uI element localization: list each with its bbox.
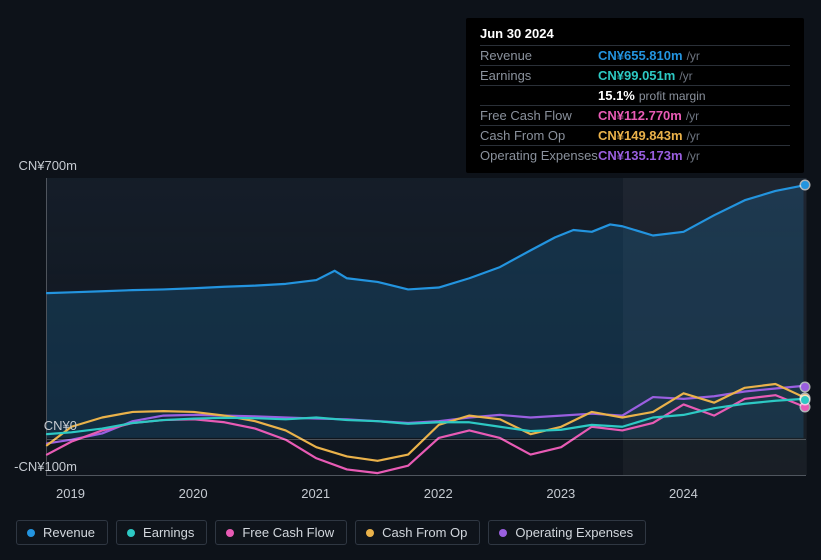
tooltip-suffix: /yr (686, 109, 699, 123)
legend-label: Cash From Op (382, 525, 467, 540)
x-axis-tick: 2024 (669, 486, 698, 501)
legend-label: Revenue (43, 525, 95, 540)
x-axis-tick: 2020 (179, 486, 208, 501)
tooltip-value: 15.1% (598, 88, 635, 103)
legend-item-cash-from-op[interactable]: Cash From Op (355, 520, 480, 545)
legend-label: Operating Expenses (515, 525, 633, 540)
legend: Revenue Earnings Free Cash Flow Cash Fro… (16, 520, 646, 545)
y-axis-tick-bottom: -CN¥100m (7, 459, 77, 474)
financial-chart: CN¥700m CN¥0 -CN¥100m 201920202021202220… (16, 160, 806, 500)
series-end-dot (801, 403, 809, 411)
series-end-dot (801, 181, 809, 189)
legend-dot-icon (27, 529, 35, 537)
y-axis-tick-zero: CN¥0 (7, 418, 77, 433)
zero-line (47, 439, 806, 440)
chart-lines (47, 178, 806, 475)
legend-dot-icon (499, 529, 507, 537)
legend-item-free-cash-flow[interactable]: Free Cash Flow (215, 520, 347, 545)
tooltip-label: Cash From Op (480, 128, 598, 143)
series-end-dot (801, 396, 809, 404)
tooltip-suffix: /yr (687, 129, 700, 143)
data-tooltip: Jun 30 2024 Revenue CN¥655.810m /yr Earn… (466, 18, 804, 173)
tooltip-row: Revenue CN¥655.810m /yr (480, 45, 790, 65)
tooltip-row-margin: 15.1% profit margin (480, 85, 790, 105)
legend-dot-icon (366, 529, 374, 537)
plot-area[interactable] (46, 178, 806, 476)
x-axis-tick: 2021 (301, 486, 330, 501)
x-axis-tick: 2019 (56, 486, 85, 501)
tooltip-row: Free Cash Flow CN¥112.770m /yr (480, 105, 790, 125)
legend-label: Free Cash Flow (242, 525, 334, 540)
tooltip-label: Earnings (480, 68, 598, 83)
tooltip-date: Jun 30 2024 (480, 26, 790, 41)
tooltip-row: Cash From Op CN¥149.843m /yr (480, 125, 790, 145)
tooltip-label: Free Cash Flow (480, 108, 598, 123)
tooltip-label: Revenue (480, 48, 598, 63)
legend-dot-icon (127, 529, 135, 537)
legend-item-revenue[interactable]: Revenue (16, 520, 108, 545)
x-axis-tick: 2023 (546, 486, 575, 501)
legend-dot-icon (226, 529, 234, 537)
series-fill-revenue (47, 185, 804, 437)
x-axis-tick: 2022 (424, 486, 453, 501)
tooltip-value: CN¥99.051m (598, 68, 675, 83)
series-end-dot (801, 383, 809, 391)
tooltip-margin-label: profit margin (639, 89, 706, 103)
legend-item-operating-expenses[interactable]: Operating Expenses (488, 520, 646, 545)
tooltip-row: Earnings CN¥99.051m /yr (480, 65, 790, 85)
tooltip-value: CN¥112.770m (598, 108, 682, 123)
legend-label: Earnings (143, 525, 194, 540)
tooltip-value: CN¥655.810m (598, 48, 683, 63)
legend-item-earnings[interactable]: Earnings (116, 520, 207, 545)
y-axis-tick-top: CN¥700m (7, 158, 77, 173)
tooltip-suffix: /yr (687, 49, 700, 63)
tooltip-value: CN¥149.843m (598, 128, 683, 143)
tooltip-suffix: /yr (679, 69, 692, 83)
